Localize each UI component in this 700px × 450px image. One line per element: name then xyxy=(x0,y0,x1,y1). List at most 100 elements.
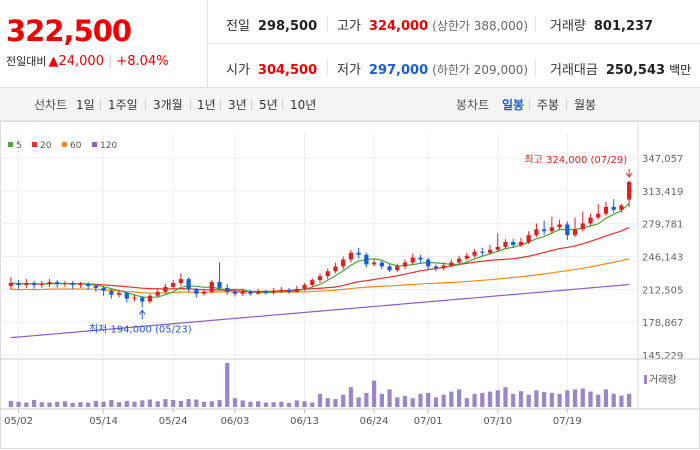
min-price-label: 최저 194,000 (05/23) xyxy=(89,323,192,335)
period-3m[interactable]: 3개월 xyxy=(153,98,183,112)
divider: | xyxy=(107,54,113,69)
volume-bar xyxy=(356,397,361,407)
divider xyxy=(529,99,530,110)
volume-bar xyxy=(580,388,585,407)
volume-bar xyxy=(47,402,52,407)
volume-bar xyxy=(379,393,384,407)
price-summary: 322,500 전일대비 ▲24,000 | +8.04% xyxy=(0,0,208,87)
divider xyxy=(327,60,328,76)
line-chart-label[interactable]: 선차트 xyxy=(34,98,68,112)
volume-bar xyxy=(526,394,531,407)
candle-body xyxy=(472,251,477,256)
candle-body xyxy=(78,283,83,285)
volume-bar xyxy=(171,399,176,407)
candle-body xyxy=(39,283,44,285)
volume-bar xyxy=(487,391,493,407)
candle-body xyxy=(495,246,500,250)
candle-body xyxy=(16,282,21,285)
volume-bar xyxy=(418,393,423,407)
candle-body xyxy=(194,288,199,294)
candle-body xyxy=(240,291,245,294)
candle-body xyxy=(55,282,60,284)
candle-chart-label[interactable]: 봉차트 xyxy=(456,98,490,112)
price-chart: 347,057 313,419 279,781 246,143 212,505 178,8… xyxy=(0,121,700,449)
volume-bar xyxy=(557,393,562,407)
volume-label: 거래량 xyxy=(649,374,677,386)
divider xyxy=(220,99,221,110)
candle-body xyxy=(441,265,446,269)
candle-body xyxy=(317,276,323,281)
candle-body xyxy=(348,252,354,260)
volume-bar xyxy=(225,363,230,407)
volume-bar xyxy=(132,401,137,407)
volume-bar xyxy=(209,401,214,407)
ma20-line xyxy=(10,226,630,293)
volume-bar xyxy=(140,400,145,407)
legend-swatch xyxy=(62,142,67,147)
current-price: 322,500 xyxy=(6,14,132,48)
period-1d[interactable]: 1일 xyxy=(76,98,95,112)
x-tick-label: 07/10 xyxy=(483,416,512,427)
volume-bar xyxy=(441,394,446,407)
max-price-label: 최고 324,000 (07/29) xyxy=(524,154,627,166)
candle-body xyxy=(201,291,207,294)
volume-bar xyxy=(348,387,354,407)
volume-bar xyxy=(286,403,292,407)
candle-body xyxy=(379,262,384,267)
candle-body xyxy=(487,249,493,253)
candle-body xyxy=(426,259,431,267)
period-10y[interactable]: 10년 xyxy=(290,98,317,112)
period-daily[interactable]: 일봉 xyxy=(502,98,525,112)
y-tick-label: 313,419 xyxy=(642,187,683,198)
candle-body xyxy=(518,241,524,245)
period-1y[interactable]: 1년 xyxy=(197,98,216,112)
volume-bar xyxy=(124,400,129,407)
volume-bar xyxy=(588,391,593,407)
candle-body xyxy=(627,181,632,200)
candle-body xyxy=(333,266,338,272)
x-tick-label: 05/14 xyxy=(89,416,118,427)
volume-bar xyxy=(503,387,508,407)
candle-body xyxy=(464,255,469,259)
high-price: 고가 324,000 (상한가 388,000) xyxy=(337,19,529,34)
period-3y[interactable]: 3년 xyxy=(228,98,247,112)
candle-body xyxy=(619,205,624,210)
candle-body xyxy=(209,282,214,292)
candle-body xyxy=(325,271,330,277)
volume-bar xyxy=(178,400,184,407)
candle-body xyxy=(541,229,547,232)
candle-body xyxy=(279,289,284,291)
candle-body xyxy=(86,283,91,286)
x-tick-label: 06/13 xyxy=(290,416,319,427)
period-weekly[interactable]: 주봉 xyxy=(537,98,560,112)
period-1w[interactable]: 1주일 xyxy=(108,98,138,112)
candle-body xyxy=(217,282,222,288)
volume-bar xyxy=(8,400,13,407)
candle-body xyxy=(109,290,114,295)
volume-bar xyxy=(39,402,44,407)
period-monthly[interactable]: 월봉 xyxy=(574,98,597,112)
volume-bar xyxy=(101,401,106,407)
volume-bar xyxy=(619,395,624,407)
period-5y[interactable]: 5년 xyxy=(259,98,278,112)
volume-bar xyxy=(627,393,632,407)
candle-body xyxy=(163,286,168,292)
change-label: 전일대비 xyxy=(6,55,47,68)
legend-label: 5 xyxy=(16,141,22,151)
divider xyxy=(251,99,252,110)
ma5-line xyxy=(10,203,630,298)
volume-bar xyxy=(279,401,284,407)
volume-bar xyxy=(186,399,191,407)
volume-bar xyxy=(371,380,377,407)
volume-bar xyxy=(495,390,500,407)
volume-bar xyxy=(155,401,160,407)
candle-body xyxy=(480,251,485,253)
candle-body xyxy=(248,291,253,294)
candle-body xyxy=(47,282,52,284)
legend-label: 120 xyxy=(100,141,117,151)
candle-body xyxy=(410,257,415,263)
volume-bar xyxy=(472,393,477,407)
volume-bar xyxy=(163,399,168,407)
change-percent: +8.04% xyxy=(116,54,169,69)
trading-amount: 거래대금 250,543 백만 xyxy=(550,63,692,78)
